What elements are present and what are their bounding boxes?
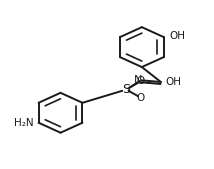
Text: OH: OH bbox=[169, 31, 185, 41]
Text: O: O bbox=[137, 93, 145, 103]
Text: S: S bbox=[122, 83, 130, 96]
Text: OH: OH bbox=[165, 77, 181, 87]
Text: N: N bbox=[134, 75, 142, 84]
Text: O: O bbox=[137, 76, 145, 86]
Text: H₂N: H₂N bbox=[14, 118, 33, 128]
